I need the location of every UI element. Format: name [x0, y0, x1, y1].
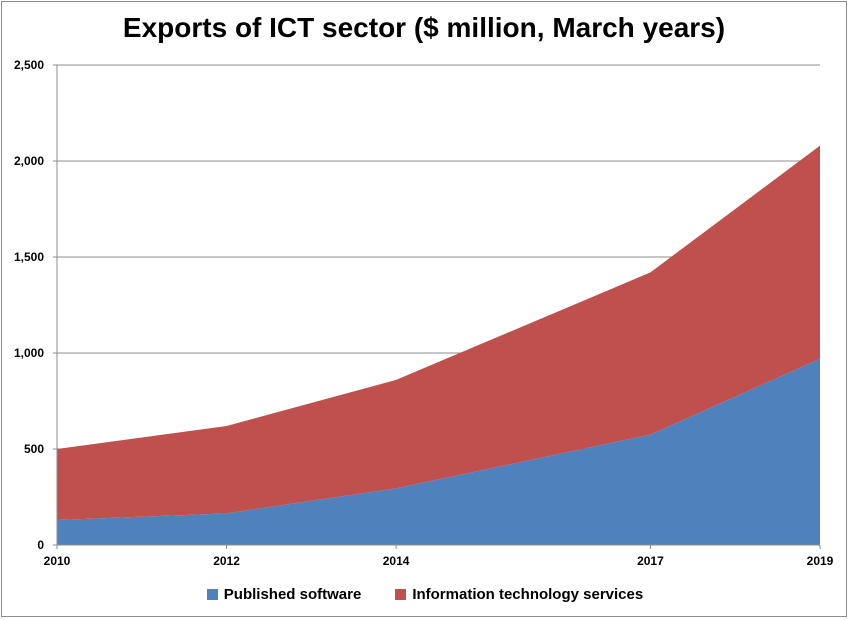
x-tick-label-2010: 2010 — [44, 554, 71, 568]
legend-swatch-it-services — [395, 589, 407, 600]
x-tick-label-2014: 2014 — [383, 554, 410, 568]
y-tick-label-1500: 1,500 — [14, 250, 44, 264]
legend-item-it-services: Information technology services — [395, 586, 643, 603]
area-series-0 — [57, 358, 820, 545]
x-tick-label-2012: 2012 — [213, 554, 240, 568]
legend-label-published-software: Published software — [223, 586, 362, 603]
chart-title: Exports of ICT sector ($ million, March … — [122, 12, 726, 43]
legend-label-it-services: Information technology services — [412, 586, 644, 603]
legend-swatch-published-software — [206, 589, 218, 600]
x-tick-label-2019: 2019 — [807, 554, 834, 568]
area-series-1 — [57, 145, 820, 521]
y-tick-label-0: 0 — [37, 538, 44, 552]
y-tick-label-2000: 2,000 — [14, 154, 44, 168]
y-tick-label-1000: 1,000 — [14, 346, 44, 360]
y-tick-label-2500: 2,500 — [14, 58, 44, 72]
y-tick-label-500: 500 — [24, 442, 44, 456]
legend: Published software Information technolog… — [0, 586, 850, 603]
x-tick-label-2017: 2017 — [637, 554, 664, 568]
legend-item-published-software: Published software — [206, 586, 362, 603]
